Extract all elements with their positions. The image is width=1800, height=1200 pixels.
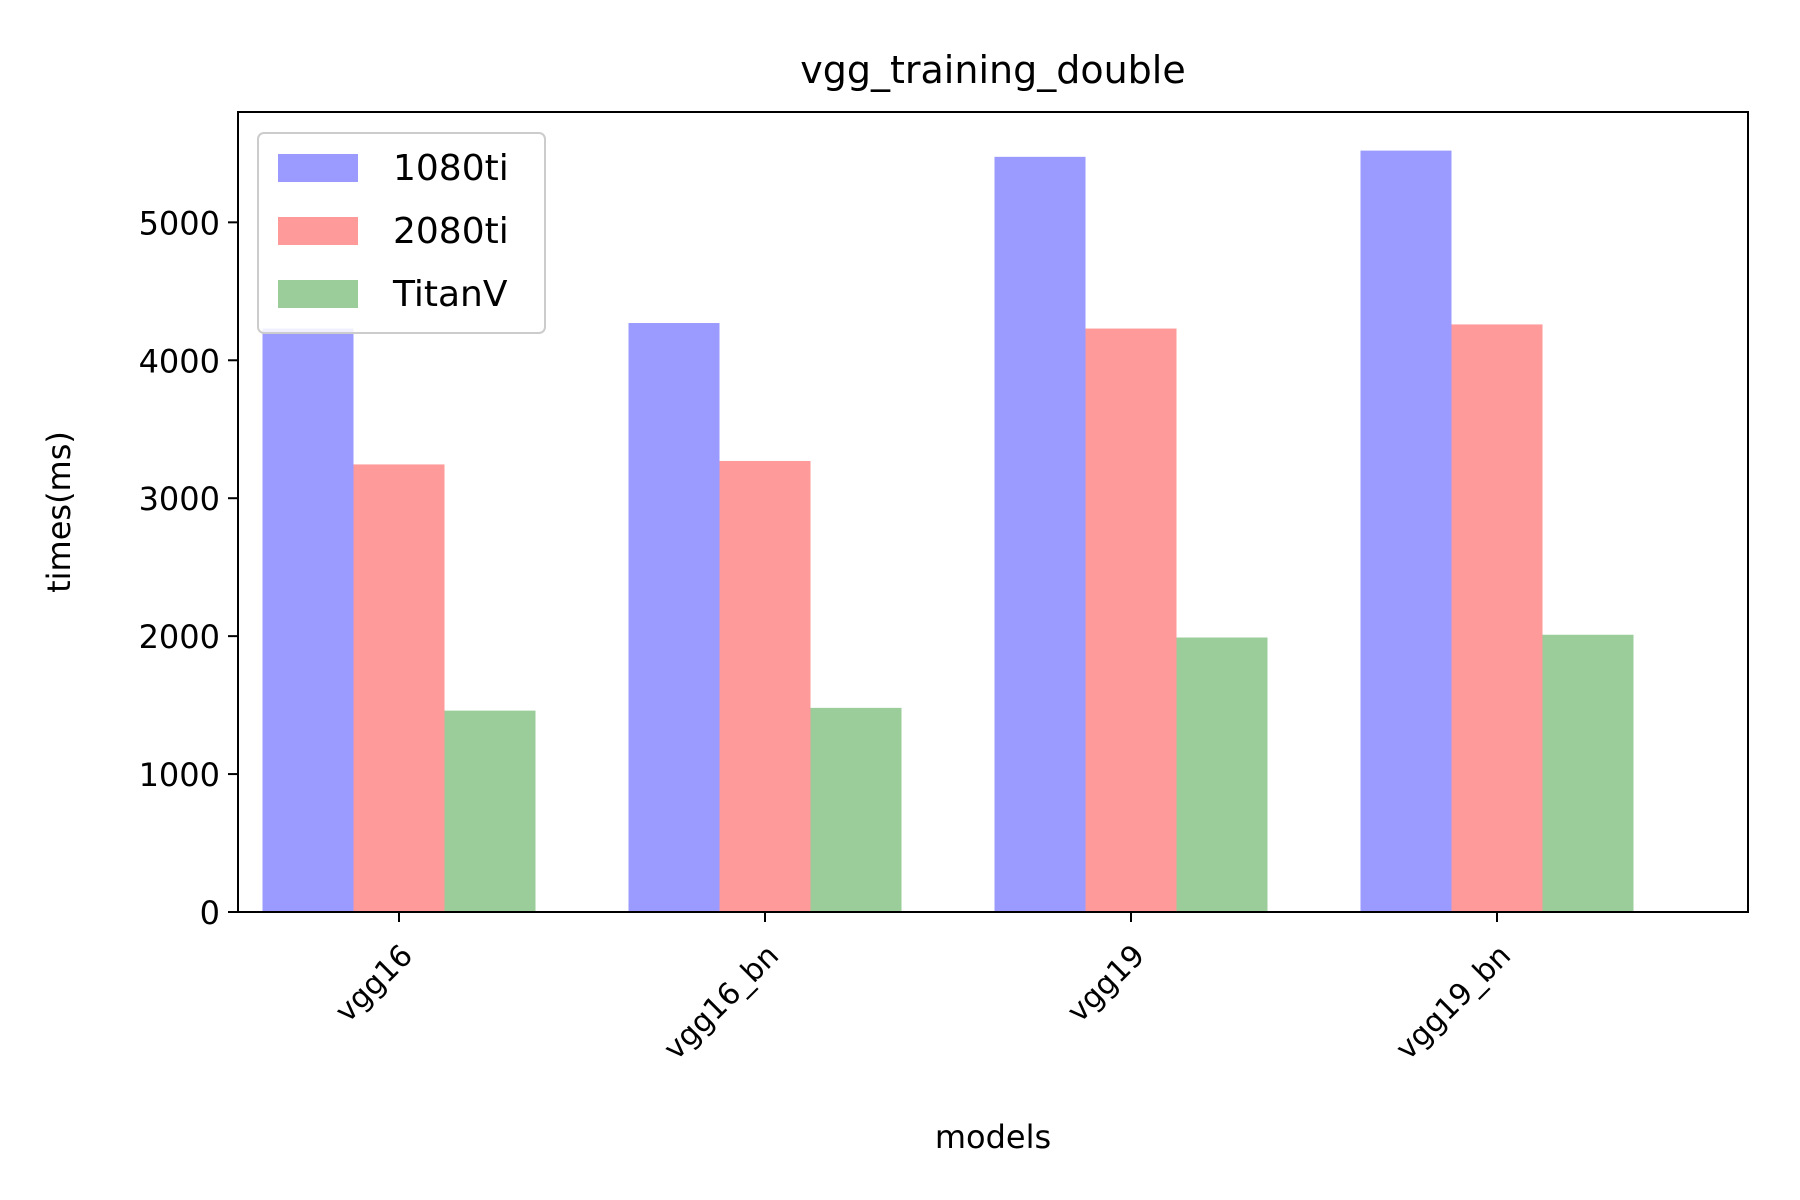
legend-swatch-1080ti (278, 154, 358, 182)
legend-label-2080ti: 2080ti (393, 211, 509, 252)
plot-frame (237, 111, 1749, 913)
bar-2080ti-vgg16_bn (719, 460, 811, 912)
legend-label-1080ti: 1080ti (393, 148, 509, 189)
chart-title: vgg_training_double (800, 48, 1185, 92)
y-tick-label: 4000 (139, 342, 220, 380)
y-tick-label: 0 (200, 894, 220, 932)
x-tick-label: vgg19_bn (1389, 938, 1518, 1067)
bar-TitanV-vgg19 (1176, 637, 1268, 912)
bar-TitanV-vgg16_bn (810, 707, 902, 912)
y-tick-label: 1000 (139, 756, 220, 794)
bar-2080ti-vgg16 (353, 464, 445, 912)
legend-swatch-2080ti (278, 217, 358, 245)
bars-layer (262, 150, 1634, 913)
bar-TitanV-vgg19_bn (1542, 634, 1634, 912)
bar-1080ti-vgg19 (994, 156, 1086, 913)
x-tick-label: vgg19 (1061, 938, 1152, 1029)
x-axis: vgg16 vgg16_bn vgg19 vgg19_bn (329, 912, 1518, 1067)
legend-swatch-TitanV (278, 280, 358, 308)
y-tick-label: 5000 (139, 204, 220, 242)
bar-1080ti-vgg16 (262, 328, 354, 912)
bar-2080ti-vgg19_bn (1451, 324, 1543, 912)
x-axis-label: models (935, 1118, 1051, 1156)
y-tick-label: 2000 (139, 618, 220, 656)
y-tick-label: 3000 (139, 480, 220, 518)
legend: 1080ti 2080ti TitanV (257, 132, 546, 334)
bar-2080ti-vgg19 (1085, 328, 1177, 912)
y-axis: 0 1000 2000 3000 4000 5000 (139, 204, 238, 932)
y-axis-label: times(ms) (40, 431, 78, 593)
bar-1080ti-vgg19_bn (1360, 150, 1452, 912)
x-tick-label: vgg16_bn (657, 938, 786, 1067)
legend-label-TitanV: TitanV (392, 274, 508, 315)
x-tick-label: vgg16 (329, 938, 420, 1029)
bar-1080ti-vgg16_bn (628, 323, 720, 912)
bar-TitanV-vgg16 (444, 710, 536, 912)
